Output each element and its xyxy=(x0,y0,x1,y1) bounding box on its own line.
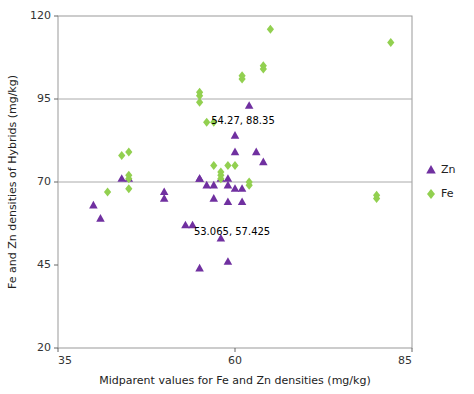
point xyxy=(246,178,253,187)
point xyxy=(238,197,247,205)
annotation: 54.27, 88.35 xyxy=(211,115,275,126)
y-tick-label: 20 xyxy=(37,341,51,354)
reference-line xyxy=(58,182,412,183)
point xyxy=(203,118,210,127)
x-tick xyxy=(412,348,413,352)
point xyxy=(181,221,190,229)
reference-line xyxy=(58,99,412,100)
y-tick-label: 95 xyxy=(37,92,51,105)
point xyxy=(231,184,240,192)
point xyxy=(104,187,111,196)
x-axis-label: Midparent values for Fe and Zn densities… xyxy=(99,374,370,387)
y-tick-label: 70 xyxy=(37,175,51,188)
x-tick-label: 85 xyxy=(398,354,412,367)
point xyxy=(267,25,274,34)
point xyxy=(224,174,233,182)
point xyxy=(387,38,394,47)
x-tick-label: 60 xyxy=(228,354,242,367)
point xyxy=(209,181,218,189)
chart: 20 45 70 95 120 35 60 85 Midparent values for Fe… xyxy=(0,0,474,394)
point xyxy=(224,197,233,205)
y-tick-label: 45 xyxy=(37,258,51,271)
point xyxy=(209,194,218,202)
point xyxy=(210,161,217,170)
y-tick xyxy=(54,182,58,183)
point xyxy=(125,171,132,180)
point xyxy=(160,187,169,195)
point xyxy=(259,158,268,166)
y-tick xyxy=(54,99,58,100)
point xyxy=(195,264,204,272)
point xyxy=(252,148,261,156)
legend-marker xyxy=(427,189,435,199)
point xyxy=(195,174,204,182)
point xyxy=(224,181,233,189)
y-axis-label: Fe and Zn densities of Hybrids (mg/kg) xyxy=(6,75,19,289)
point xyxy=(117,174,126,182)
y-tick-label: 120 xyxy=(30,9,51,22)
point xyxy=(231,148,240,156)
plot-area xyxy=(58,25,412,272)
point xyxy=(238,184,247,192)
legend-label: Zn xyxy=(441,163,456,176)
point xyxy=(238,71,245,80)
point xyxy=(224,161,231,170)
point xyxy=(202,181,211,189)
x-tick xyxy=(235,348,236,352)
point xyxy=(231,131,240,139)
point xyxy=(196,98,203,107)
point xyxy=(125,184,132,193)
y-tick xyxy=(54,265,58,266)
point xyxy=(373,191,380,200)
point xyxy=(118,151,125,160)
x-tick-label: 35 xyxy=(58,354,72,367)
annotation: 53.065, 57.425 xyxy=(194,226,270,237)
point xyxy=(160,194,169,202)
point xyxy=(224,257,233,265)
point xyxy=(96,214,105,222)
y-tick xyxy=(54,16,58,17)
legend-label: Fe xyxy=(441,187,454,200)
point xyxy=(195,174,204,182)
legend-marker xyxy=(426,165,436,174)
point xyxy=(245,101,254,109)
point xyxy=(89,201,98,209)
point xyxy=(231,161,238,170)
point xyxy=(217,168,224,177)
x-tick xyxy=(58,348,59,352)
y-tick xyxy=(54,348,58,349)
point xyxy=(260,65,267,74)
legend: Zn Fe xyxy=(426,163,455,200)
plot-frame xyxy=(58,16,412,348)
point xyxy=(125,148,132,157)
